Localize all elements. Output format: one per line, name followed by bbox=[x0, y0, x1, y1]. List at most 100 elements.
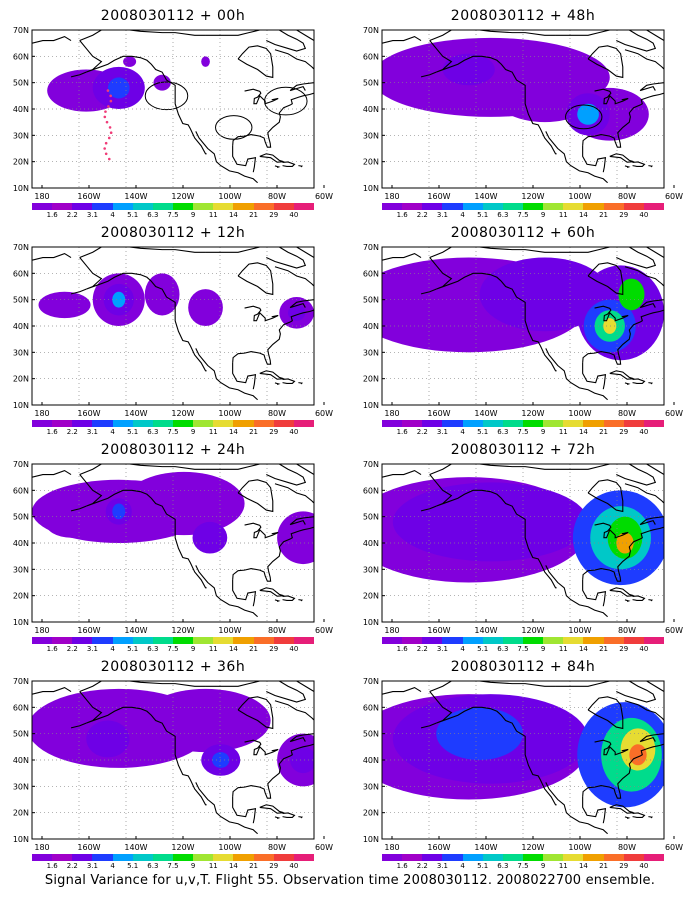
lon-tick-label: 140W bbox=[474, 843, 497, 852]
colorbar-label: 6.3 bbox=[147, 428, 159, 436]
variance-contour bbox=[38, 291, 91, 319]
lon-tick-label: 160W bbox=[77, 626, 100, 635]
lat-tick-label: 50N bbox=[13, 730, 29, 739]
panel-title: 2008030112 + 60h bbox=[450, 225, 596, 241]
panel-title: 2008030112 + 36h bbox=[100, 659, 246, 675]
colorbar-swatch bbox=[253, 854, 274, 861]
colorbar-label: 40 bbox=[289, 211, 299, 219]
lat-tick-label: 20N bbox=[363, 592, 379, 601]
coastline bbox=[274, 266, 314, 309]
coastline bbox=[587, 479, 624, 513]
colorbar-swatch bbox=[603, 854, 624, 861]
colorbar-label: 21 bbox=[249, 211, 259, 219]
lon-tick-label: 140W bbox=[124, 626, 147, 635]
coastline bbox=[274, 700, 314, 743]
colorbar-swatch bbox=[462, 420, 483, 427]
colorbar-swatch bbox=[422, 637, 443, 644]
colorbar-swatch bbox=[213, 854, 234, 861]
coastline bbox=[70, 505, 87, 512]
lat-tick-label: 30N bbox=[13, 348, 29, 357]
colorbar-label: 29 bbox=[619, 862, 629, 870]
coastline bbox=[295, 247, 314, 259]
colorbar-label: 1.6 bbox=[46, 862, 58, 870]
variance-contour bbox=[188, 289, 223, 326]
colorbar-label: 9 bbox=[190, 862, 196, 870]
colorbar-labels: 1.6 2.2 3.1 4 5.1 6.3 7.5 9 11 14 21 29 40 bbox=[32, 645, 314, 655]
coastline bbox=[259, 587, 284, 597]
lat-tick-label: 20N bbox=[13, 375, 29, 384]
lat-tick-label: 60N bbox=[13, 486, 29, 495]
coastline bbox=[266, 247, 307, 269]
colorbar-label: 9 bbox=[190, 428, 196, 436]
coastline bbox=[266, 30, 307, 52]
colorbar-swatch bbox=[193, 420, 214, 427]
colorbar-swatch bbox=[253, 203, 274, 210]
lat-tick-label: 30N bbox=[363, 565, 379, 574]
lon-tick-label: 100W bbox=[218, 192, 241, 201]
coastline bbox=[609, 804, 634, 814]
coastline bbox=[582, 362, 607, 390]
colorbar-swatch bbox=[112, 203, 133, 210]
lat-tick-label: 30N bbox=[13, 131, 29, 140]
coastline bbox=[79, 257, 207, 372]
coastline bbox=[205, 247, 260, 253]
colorbar-swatch bbox=[502, 637, 523, 644]
colorbar-label: 6.3 bbox=[147, 211, 159, 219]
colorbar-swatch bbox=[132, 420, 153, 427]
map-panel: 2008030112 + 24h 10N 20N 30N 40N 50N 60N 70N 180… bbox=[0, 436, 340, 653]
colorbar-label: 2.2 bbox=[416, 862, 428, 870]
colorbar-label: 14 bbox=[578, 211, 588, 219]
colorbar-swatch bbox=[253, 420, 274, 427]
colorbar-label: 3.1 bbox=[436, 862, 448, 870]
colorbar-label: 29 bbox=[619, 211, 629, 219]
coastline bbox=[232, 796, 257, 824]
variance-contour bbox=[192, 521, 228, 554]
flight-track-point bbox=[109, 131, 113, 134]
lon-tick-label: 180 bbox=[34, 409, 49, 418]
colorbar-swatch bbox=[402, 854, 423, 861]
coastline bbox=[244, 305, 279, 322]
coastline bbox=[624, 816, 631, 819]
coastline bbox=[282, 161, 296, 167]
lon-tick-label: 100W bbox=[218, 626, 241, 635]
coastline bbox=[244, 88, 279, 105]
flight-track-point bbox=[109, 94, 112, 98]
variance-contour bbox=[112, 291, 126, 308]
variance-contour bbox=[201, 56, 210, 67]
colorbar-swatch bbox=[643, 203, 664, 210]
lon-tick-label: 120W bbox=[521, 409, 544, 418]
colorbar-swatch bbox=[623, 203, 644, 210]
lon-tick-label: 60W bbox=[665, 409, 683, 418]
coastline bbox=[582, 743, 664, 799]
colorbar-label: 14 bbox=[228, 211, 238, 219]
coastline bbox=[237, 262, 274, 296]
colorbar-label: 2.2 bbox=[66, 645, 78, 653]
lat-tick-label: 40N bbox=[13, 105, 29, 114]
colorbar-swatch bbox=[382, 420, 403, 427]
colorbar-label: 1.6 bbox=[46, 211, 58, 219]
colorbar-label: 40 bbox=[289, 428, 299, 436]
coastline bbox=[298, 382, 304, 385]
colorbar-label: 3.1 bbox=[436, 645, 448, 653]
colorbar-label: 7.5 bbox=[517, 211, 529, 219]
coastline bbox=[298, 165, 304, 168]
flight-track-point bbox=[104, 152, 108, 156]
lat-tick-label: 10N bbox=[363, 835, 379, 844]
lon-tick-label: 80W bbox=[268, 626, 286, 635]
colorbar-label: 40 bbox=[639, 428, 649, 436]
flight-track-point bbox=[107, 105, 110, 108]
lat-tick-label: 30N bbox=[363, 348, 379, 357]
coastline bbox=[632, 812, 646, 818]
colorbar-label: 7.5 bbox=[517, 862, 529, 870]
panel-title: 2008030112 + 72h bbox=[450, 442, 596, 458]
lon-tick-label: 60W bbox=[665, 843, 683, 852]
colorbar-label: 5.1 bbox=[127, 645, 139, 653]
colorbar-labels: 1.6 2.2 3.1 4 5.1 6.3 7.5 9 11 14 21 29 40 bbox=[382, 645, 664, 655]
lat-tick-label: 70N bbox=[363, 243, 379, 252]
colorbar-labels: 1.6 2.2 3.1 4 5.1 6.3 7.5 9 11 14 21 29 40 bbox=[32, 428, 314, 438]
colorbar-labels: 1.6 2.2 3.1 4 5.1 6.3 7.5 9 11 14 21 29 40 bbox=[382, 211, 664, 221]
coastline bbox=[609, 587, 634, 597]
coastline bbox=[429, 40, 557, 155]
colorbar-swatch bbox=[583, 203, 604, 210]
coastline bbox=[429, 464, 556, 476]
